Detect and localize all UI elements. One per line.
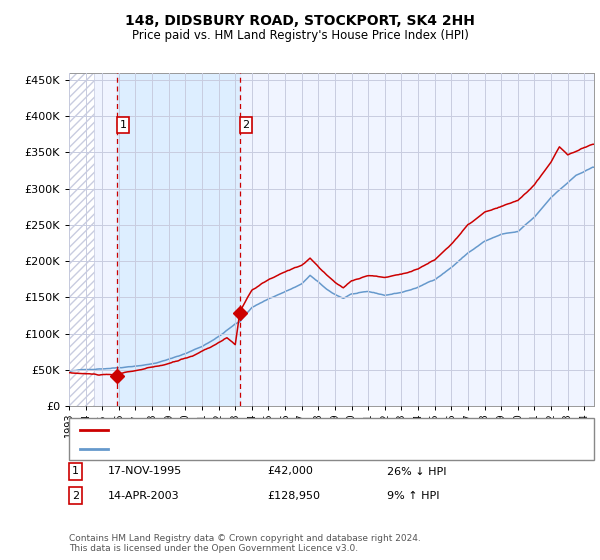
Text: 9% ↑ HPI: 9% ↑ HPI [387,491,439,501]
Text: HPI: Average price, semi-detached house, Stockport: HPI: Average price, semi-detached house,… [113,444,385,454]
Text: £42,000: £42,000 [267,466,313,477]
Text: 148, DIDSBURY ROAD, STOCKPORT, SK4 2HH (semi-detached house): 148, DIDSBURY ROAD, STOCKPORT, SK4 2HH (… [113,425,470,435]
Text: £128,950: £128,950 [267,491,320,501]
Text: 2: 2 [242,120,250,130]
Text: 26% ↓ HPI: 26% ↓ HPI [387,466,446,477]
Text: 1: 1 [72,466,79,477]
Text: Price paid vs. HM Land Registry's House Price Index (HPI): Price paid vs. HM Land Registry's House … [131,29,469,42]
Bar [117,73,240,406]
Text: 2: 2 [72,491,79,501]
Text: Contains HM Land Registry data © Crown copyright and database right 2024.
This d: Contains HM Land Registry data © Crown c… [69,534,421,553]
Text: 1: 1 [119,120,127,130]
Text: 148, DIDSBURY ROAD, STOCKPORT, SK4 2HH: 148, DIDSBURY ROAD, STOCKPORT, SK4 2HH [125,14,475,28]
Text: 17-NOV-1995: 17-NOV-1995 [108,466,182,477]
Bar [69,73,94,406]
Bar [69,73,94,406]
Text: 14-APR-2003: 14-APR-2003 [108,491,179,501]
